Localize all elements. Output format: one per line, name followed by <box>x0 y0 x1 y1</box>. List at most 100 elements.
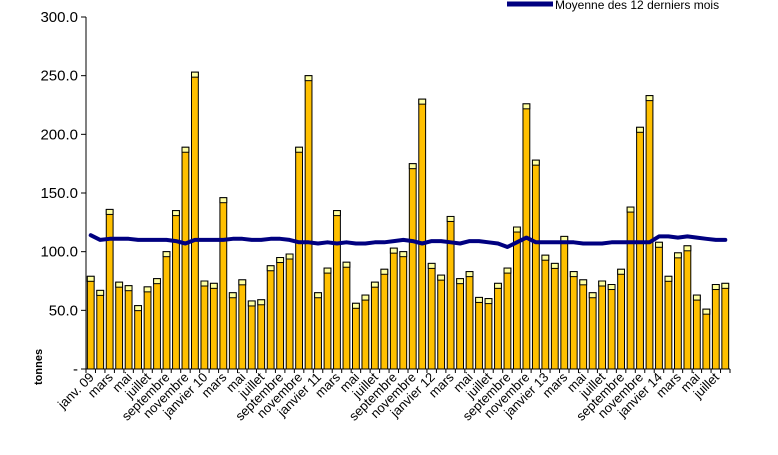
y-tick-label: 200.0 <box>40 126 78 143</box>
bar-cap <box>361 294 370 301</box>
bar <box>96 289 105 370</box>
bar-cap <box>531 159 540 166</box>
bar <box>143 286 152 370</box>
bar-cap <box>617 268 625 275</box>
bar <box>683 245 692 370</box>
bar-cap <box>295 146 303 153</box>
bar <box>456 278 464 370</box>
bar <box>465 271 474 370</box>
bar-cap <box>427 262 436 269</box>
bar <box>692 294 701 370</box>
bar <box>105 208 114 370</box>
bar <box>531 159 540 370</box>
bar <box>370 281 379 370</box>
bar <box>219 197 228 370</box>
bar <box>437 274 446 370</box>
bar-cap <box>711 284 720 291</box>
bar-cap <box>588 292 597 299</box>
moving-average-line <box>88 233 728 249</box>
bar-cap <box>399 251 408 258</box>
bar <box>588 292 597 370</box>
bar <box>427 262 436 370</box>
bar-cap <box>437 274 446 281</box>
bar-cap <box>172 210 180 217</box>
bar-cap <box>124 285 133 292</box>
bar <box>503 267 512 370</box>
bar <box>352 302 360 370</box>
bar <box>209 282 218 370</box>
bar <box>550 262 559 370</box>
bar <box>636 126 644 370</box>
bar <box>134 305 142 370</box>
bar-cap <box>86 275 95 282</box>
bar-cap <box>636 126 644 133</box>
bar <box>617 268 625 370</box>
bar <box>304 75 313 370</box>
bar-cap <box>314 292 322 299</box>
bar-cap <box>674 252 682 259</box>
bar-cap <box>569 271 578 278</box>
bar <box>200 280 209 370</box>
bar <box>247 300 256 370</box>
bar <box>257 299 266 370</box>
bar-cap <box>257 299 266 306</box>
bar-cap <box>370 281 379 288</box>
bar <box>153 278 161 370</box>
bar <box>626 206 635 370</box>
y-tick-label: 300.0 <box>40 9 78 26</box>
bar-cap <box>342 261 351 268</box>
bar <box>711 284 720 370</box>
bar-cap <box>503 267 512 274</box>
bar-cap <box>456 278 464 285</box>
bar-cap <box>550 262 559 269</box>
bar <box>266 265 275 370</box>
bar-cap <box>200 280 209 287</box>
bar <box>124 285 133 370</box>
bar <box>664 275 673 370</box>
bar-cap <box>541 254 550 261</box>
bar-cap <box>484 298 493 305</box>
bar-cap <box>134 305 142 312</box>
y-tick-label: - <box>73 361 78 378</box>
bar-cap <box>446 215 455 222</box>
bar-cap <box>408 163 417 170</box>
bar <box>314 292 322 370</box>
bar <box>181 146 190 370</box>
bar <box>115 281 124 370</box>
bar <box>655 241 663 370</box>
bar <box>361 294 370 370</box>
bar <box>333 210 341 370</box>
y-tick-label: 100.0 <box>40 244 78 261</box>
bar-cap <box>266 265 275 272</box>
bar-cap <box>389 247 398 254</box>
bar-cap <box>162 251 171 258</box>
bar <box>579 279 588 370</box>
bar <box>446 215 455 370</box>
bar <box>674 252 682 370</box>
bar <box>408 163 417 370</box>
bar-cap <box>219 197 228 204</box>
bar-cap <box>626 206 635 213</box>
bar <box>399 251 408 370</box>
bar-cap <box>333 210 341 217</box>
bar-cap <box>323 267 332 274</box>
bar-cap <box>143 286 152 293</box>
bar-cap <box>664 275 673 282</box>
bar-cap <box>238 279 247 286</box>
legend-label-moving-average: Moyenne des 12 derniers mois <box>555 0 719 12</box>
bar <box>323 267 332 370</box>
bar-cap <box>494 282 502 289</box>
bar-cap <box>115 281 124 288</box>
bar <box>162 251 171 370</box>
bar-cap <box>702 308 711 315</box>
bar-cap <box>304 75 313 82</box>
bar-cap <box>352 302 360 309</box>
bar-cap <box>96 289 105 296</box>
bar-cap <box>598 280 607 287</box>
bar <box>721 282 730 370</box>
bar-cap <box>655 241 663 248</box>
bar-cap <box>607 284 616 291</box>
x-axis: janv. 09marsmaijuilletseptembrenovembrej… <box>54 368 731 424</box>
moving-average-series <box>88 233 728 249</box>
